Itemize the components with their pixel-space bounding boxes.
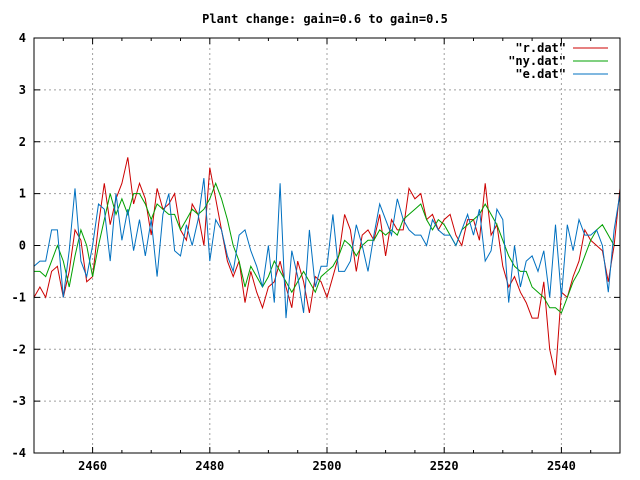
y-tick-label: -3: [12, 394, 26, 408]
legend: "r.dat""ny.dat""e.dat": [508, 41, 608, 81]
series-line-1: [33, 157, 621, 376]
y-tick-label: 4: [19, 31, 26, 45]
y-tick-label: -1: [12, 290, 26, 304]
y-tick-label: 1: [19, 187, 26, 201]
y-tick-label: 3: [19, 83, 26, 97]
series-line-3: [33, 178, 621, 319]
x-tick-label: 2460: [78, 459, 107, 473]
x-tick-label: 2520: [430, 459, 459, 473]
grid: [34, 38, 620, 453]
y-tick-label: 2: [19, 135, 26, 149]
y-tick-label: 0: [19, 239, 26, 253]
chart-title: Plant change: gain=0.6 to gain=0.5: [202, 12, 448, 26]
x-tick-label: 2540: [547, 459, 576, 473]
y-tick-label: -4: [12, 446, 26, 460]
legend-label-3: "e.dat": [515, 67, 566, 81]
legend-label-1: "r.dat": [515, 41, 566, 55]
x-tick-label: 2480: [195, 459, 224, 473]
plot-frame: [33, 37, 621, 454]
axes: -4 -3 -2 -1 0 1 2 3 4 2460 2480 2500 2520 2540: [12, 31, 621, 473]
series-lines: [33, 157, 621, 376]
x-tick-label: 2500: [313, 459, 342, 473]
legend-label-2: "ny.dat": [508, 54, 566, 68]
series-line-2: [34, 181, 620, 314]
y-tick-label: -2: [12, 342, 26, 356]
